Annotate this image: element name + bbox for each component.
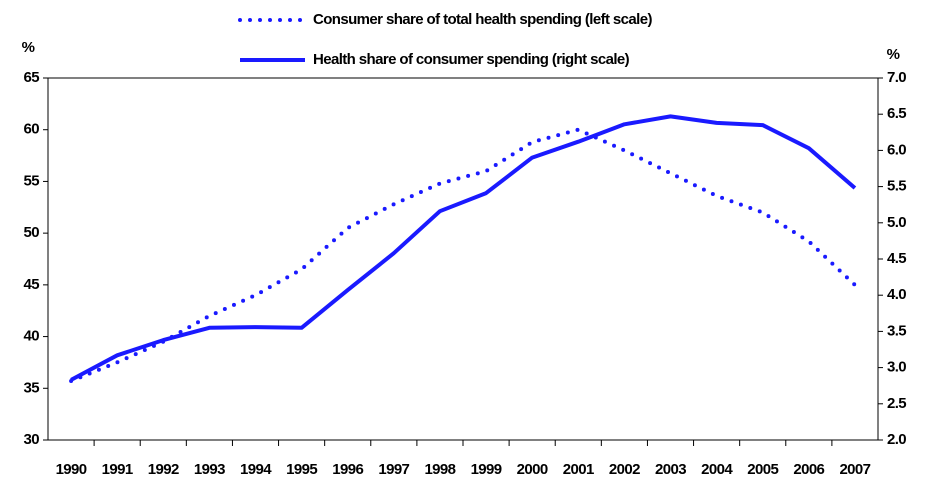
x-tick-label: 2007 xyxy=(839,461,870,478)
y2-tick-label: 5.0 xyxy=(887,214,906,231)
x-tick-label: 2000 xyxy=(517,461,548,478)
x-tick-label: 2006 xyxy=(793,461,824,478)
y-tick-label: 55 xyxy=(24,172,40,189)
x-tick-label: 2003 xyxy=(655,461,686,478)
y2-tick-label: 4.0 xyxy=(887,286,906,303)
y-tick-label: 40 xyxy=(24,328,40,345)
y2-tick-label: 2.5 xyxy=(887,395,906,412)
y2-tick-label: 2.0 xyxy=(887,431,906,448)
x-tick-label: 1995 xyxy=(286,461,317,478)
x-tick-label: 1998 xyxy=(424,461,455,478)
x-tick-label: 1993 xyxy=(194,461,225,478)
series-line xyxy=(69,127,857,383)
y2-tick-label: 6.0 xyxy=(887,141,906,158)
y-tick-label: 50 xyxy=(24,224,40,241)
plot-frame xyxy=(47,77,879,441)
y2-tick-label: 3.0 xyxy=(887,359,906,376)
x-tick-label: 1991 xyxy=(102,461,133,478)
y-tick-label: 30 xyxy=(24,431,40,448)
y2-tick-label: 3.5 xyxy=(887,322,906,339)
y2-tick-label: 5.5 xyxy=(887,178,906,195)
x-tick-label: 2004 xyxy=(701,461,733,478)
y2-tick-label: 6.5 xyxy=(887,105,906,122)
x-tick-label: 1999 xyxy=(471,461,502,478)
x-tick-label: 1997 xyxy=(378,461,409,478)
y2-tick-label: 7.0 xyxy=(887,69,906,86)
x-tick-label: 2002 xyxy=(609,461,640,478)
x-tick-label: 1992 xyxy=(148,461,179,478)
y-tick-label: 45 xyxy=(24,276,40,293)
series-line xyxy=(70,114,857,382)
legend-label: Health share of consumer spending (right… xyxy=(313,51,630,68)
x-tick-label: 2005 xyxy=(747,461,778,478)
y-tick-label: 65 xyxy=(24,69,40,86)
y2-tick-label: 4.5 xyxy=(887,250,906,267)
x-tick-label: 1990 xyxy=(56,461,87,478)
y-tick-label: 35 xyxy=(24,379,40,396)
y-unit-label: % xyxy=(22,39,35,56)
y2-unit-label: % xyxy=(887,46,900,63)
x-tick-label: 1994 xyxy=(240,461,272,478)
x-tick-label: 2001 xyxy=(563,461,594,478)
legend-label: Consumer share of total health spending … xyxy=(313,11,652,28)
x-tick-label: 1996 xyxy=(332,461,363,478)
y-tick-label: 60 xyxy=(24,121,40,138)
